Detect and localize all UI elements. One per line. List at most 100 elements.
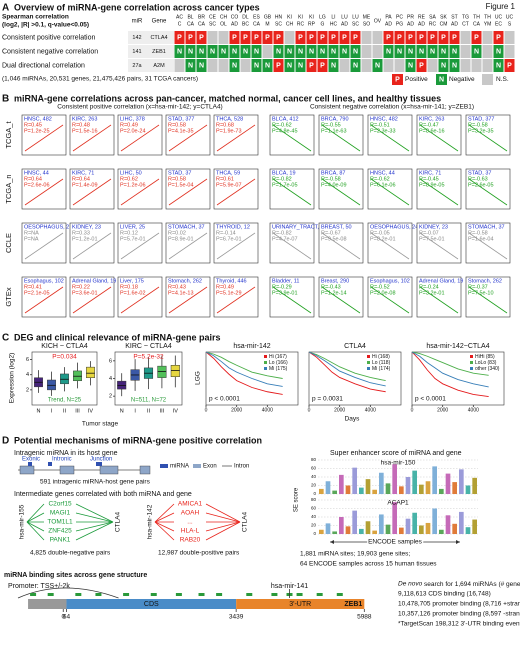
cell-label: P: [331, 34, 336, 41]
legend-swatch: [470, 367, 473, 370]
plot-title: Thyroid, 446: [216, 278, 247, 284]
cell-label: P: [177, 34, 182, 41]
binding-site: [271, 593, 278, 596]
x-tick-label: IV: [173, 408, 179, 414]
bar: [359, 528, 364, 534]
cell: [306, 31, 317, 44]
box: [117, 380, 127, 390]
cancer-code: SO: [363, 21, 370, 27]
cell: [185, 59, 196, 72]
box: [170, 365, 180, 377]
cell: [416, 45, 427, 58]
bar: [325, 481, 331, 494]
section-title: Intermediate genes correlated with both …: [14, 491, 192, 498]
survival-curve: [411, 351, 489, 388]
legend-swatch: [470, 355, 473, 358]
cell: [262, 31, 273, 44]
bar: [432, 466, 437, 494]
stat-r: R=0.12: [120, 230, 138, 236]
bar: [325, 523, 331, 534]
plot-title: hsa-mir-142~CTLA4: [426, 343, 489, 350]
cell-label: N: [496, 62, 501, 69]
cell: [251, 59, 262, 72]
section-title: miRNA binding sites across gene structur…: [4, 572, 147, 579]
exon: [99, 465, 119, 475]
segment-label: CDS: [144, 601, 159, 608]
cell: [372, 45, 383, 58]
cell: [427, 31, 438, 44]
cell-label: N: [232, 48, 237, 55]
cancer-code: AD: [385, 21, 392, 27]
axis-label: ENCODE samples: [368, 539, 423, 546]
fit-line: [272, 178, 312, 206]
note: search for 1,694 miRNAs (# genes): [422, 581, 520, 588]
bar: [385, 483, 391, 494]
cell: [394, 31, 405, 44]
plot-title: STAD, 377: [168, 116, 195, 122]
x-tick-label: III: [75, 408, 80, 414]
gene-name: ZEB1: [344, 601, 362, 608]
fit-line: [24, 178, 64, 206]
fit-line: [72, 286, 112, 314]
cell: [350, 45, 361, 58]
cell-label: P: [276, 62, 281, 69]
y-tick-label: 20: [311, 483, 317, 488]
cell-label: N: [408, 62, 413, 69]
x-tick-label: 4000: [365, 407, 376, 413]
label: Promoter: TSS+/-2k: [8, 583, 70, 590]
cell: [449, 31, 460, 44]
plot-title: BRCA, 87: [321, 170, 345, 176]
cell: [306, 45, 317, 58]
stat-p: P=2.6e-05: [468, 182, 494, 188]
plot-title: KIRC ~ CTLA4: [125, 343, 172, 350]
cell-label: P: [342, 34, 347, 41]
plot-frame: [465, 114, 511, 156]
cell-label: N: [320, 48, 325, 55]
legend-swatch: [264, 367, 267, 370]
panel-title: Potential mechanisms of miRNA-gene posit…: [14, 435, 262, 445]
cell-label: N: [210, 48, 215, 55]
table-header: Gene: [152, 19, 167, 25]
cell-label: P: [408, 34, 413, 41]
bar: [352, 467, 357, 494]
fit-line: [72, 232, 112, 260]
cell-label: N: [199, 62, 204, 69]
stat-p: P=2.6e-06: [24, 182, 50, 188]
stat-p: P=2.3e-33: [370, 128, 396, 134]
x-tick-label: 0: [205, 407, 208, 413]
stat-r: R=0.02: [168, 230, 186, 236]
cell: [504, 31, 515, 44]
plot-title: Breast, 290: [321, 278, 349, 284]
y-tick-label: 80: [311, 497, 317, 502]
cancer-code: LU: [352, 14, 359, 20]
x-tick-label: II: [147, 408, 151, 414]
fit-line: [168, 178, 208, 206]
cell-label: P: [265, 34, 270, 41]
plot-title: THYROID, 12: [216, 224, 250, 230]
stat-p: P=3.9e-01: [272, 290, 298, 296]
cancer-code: TG: [462, 14, 469, 20]
bar: [459, 469, 464, 494]
cancer-code: SC: [352, 21, 359, 27]
gene-name: CTLA4: [242, 512, 249, 533]
cell-label: P: [452, 34, 457, 41]
cancer-code: CA: [187, 21, 195, 27]
x-tick-label: II: [63, 408, 67, 414]
cell: [493, 59, 504, 72]
cancer-code: OL: [220, 21, 227, 27]
bar: [385, 524, 391, 534]
survival-curve: [411, 351, 489, 376]
cell: [196, 45, 207, 58]
legend-swatch: [367, 355, 370, 358]
plot-title: HNSC, 44: [370, 170, 395, 176]
fit-line: [272, 286, 312, 314]
cell: [229, 45, 240, 58]
stat-p: P=2.1e-05: [24, 290, 50, 296]
stat-r: R=-0.29: [272, 284, 292, 290]
fit-line: [24, 232, 64, 260]
bar: [425, 481, 431, 494]
bar: [412, 512, 417, 534]
fit-line: [370, 286, 410, 314]
survival-curve: [308, 351, 386, 393]
cell: [471, 59, 482, 72]
